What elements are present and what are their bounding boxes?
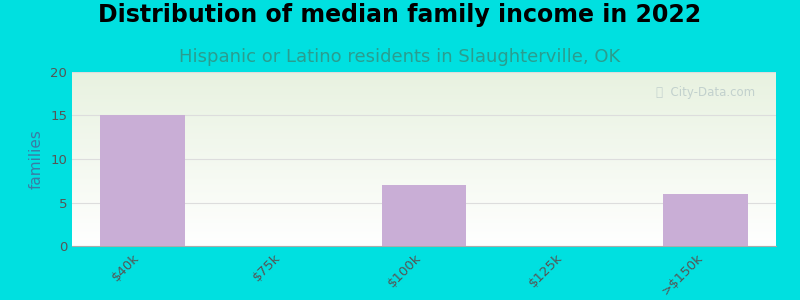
Text: ⓘ  City-Data.com: ⓘ City-Data.com <box>656 86 755 99</box>
Y-axis label: families: families <box>28 129 43 189</box>
Bar <box>382 185 466 246</box>
Bar <box>663 194 748 246</box>
Bar <box>100 116 185 246</box>
Text: Distribution of median family income in 2022: Distribution of median family income in … <box>98 3 702 27</box>
Text: Hispanic or Latino residents in Slaughterville, OK: Hispanic or Latino residents in Slaughte… <box>179 48 621 66</box>
